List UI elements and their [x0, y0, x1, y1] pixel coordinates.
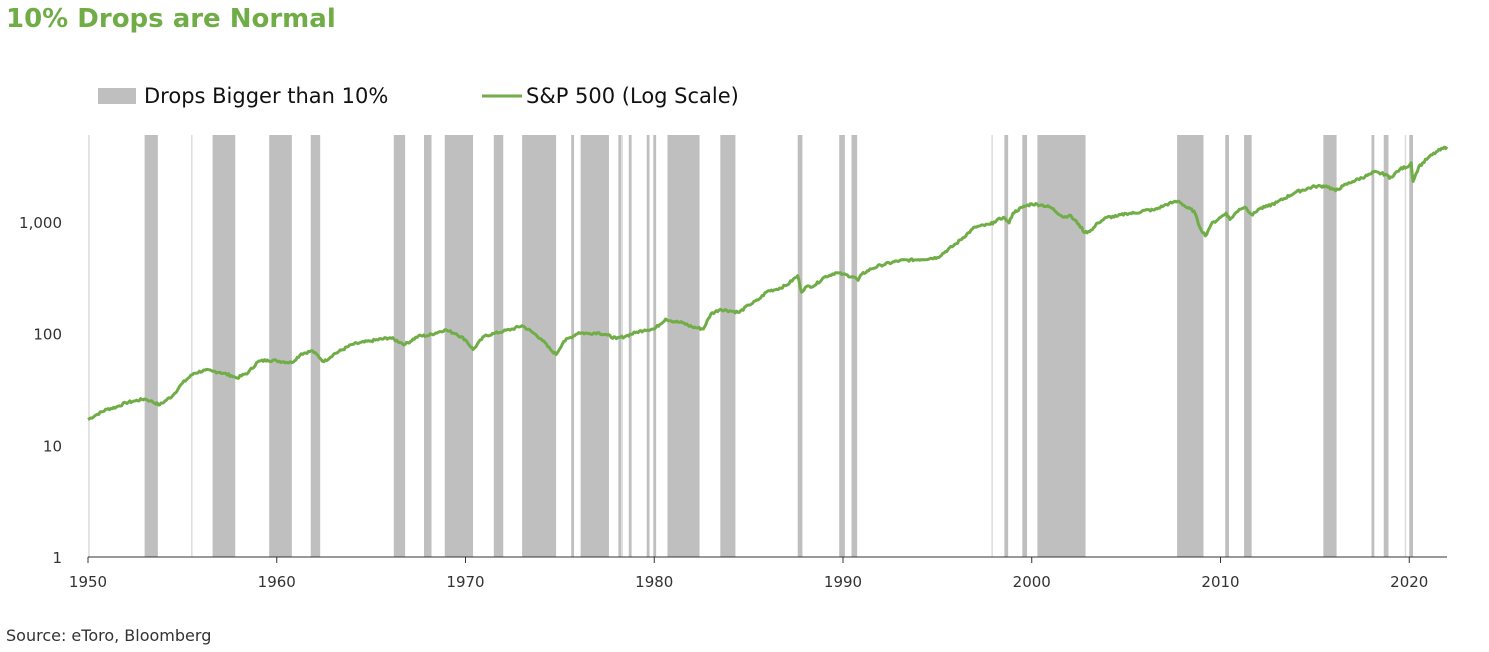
drop-band-18 — [839, 135, 845, 557]
x-tick-label-1980: 1980 — [635, 573, 673, 591]
x-tick-label-2020: 2020 — [1390, 573, 1428, 591]
drop-band-2 — [269, 135, 292, 557]
drop-band-12 — [628, 135, 632, 557]
x-axis-ticks: 1950 1960 1970 1980 1990 2000 2010 2020 — [69, 557, 1428, 591]
legend-line-label: S&P 500 (Log Scale) — [526, 84, 739, 108]
legend-band-swatch — [98, 88, 136, 104]
sp500-line — [87, 145, 1449, 421]
drop-band-13 — [646, 135, 650, 557]
drop-band-8 — [522, 135, 557, 557]
drop-band-17 — [797, 135, 803, 557]
drop-band-23 — [1177, 135, 1204, 557]
x-tick-label-1990: 1990 — [824, 573, 862, 591]
drop-band-29 — [1409, 135, 1414, 557]
chart-title: 10% Drops are Normal — [6, 4, 336, 34]
drop-band-25 — [1244, 135, 1252, 557]
y-tick-label-1: 1 — [52, 549, 62, 567]
legend: Drops Bigger than 10% S&P 500 (Log Scale… — [98, 84, 739, 108]
drop-band-1 — [212, 135, 236, 557]
x-tick-label-2000: 2000 — [1013, 573, 1051, 591]
drop-band-9 — [571, 135, 575, 557]
drop-band-26 — [1323, 135, 1337, 557]
x-tick-label-2010: 2010 — [1201, 573, 1239, 591]
drop-band-20 — [1004, 135, 1009, 557]
y-tick-label-10: 10 — [43, 437, 62, 455]
drop-band-27 — [1371, 135, 1375, 557]
y-tick-label-100: 100 — [33, 326, 62, 344]
legend-band-label: Drops Bigger than 10% — [144, 84, 388, 108]
drop-band-3 — [310, 135, 321, 557]
drop-bands — [144, 135, 1414, 557]
x-tick-label-1970: 1970 — [446, 573, 484, 591]
x-tick-label-1950: 1950 — [69, 573, 107, 591]
faint-markers — [88, 135, 1407, 557]
drop-band-24 — [1225, 135, 1229, 557]
drop-band-10 — [580, 135, 609, 557]
drop-band-7 — [493, 135, 504, 557]
faint-marker-1 — [191, 135, 193, 557]
drop-band-22 — [1037, 135, 1086, 557]
drop-band-21 — [1022, 135, 1028, 557]
y-tick-label-1000: 1,000 — [19, 214, 62, 232]
faint-marker-4 — [1404, 135, 1407, 557]
y-axis-ticks: 1 10 100 1,000 — [19, 214, 62, 567]
drop-band-4 — [393, 135, 406, 557]
drop-band-16 — [720, 135, 736, 557]
drop-band-5 — [423, 135, 432, 557]
faint-marker-2 — [621, 135, 623, 557]
drop-band-0 — [144, 135, 158, 557]
drop-band-11 — [618, 135, 622, 557]
drop-band-14 — [653, 135, 657, 557]
drop-band-15 — [667, 135, 700, 557]
x-tick-label-1960: 1960 — [258, 573, 296, 591]
source-note: Source: eToro, Bloomberg — [6, 626, 212, 645]
drop-band-19 — [851, 135, 858, 557]
drop-band-28 — [1383, 135, 1389, 557]
faint-marker-3 — [991, 135, 993, 557]
faint-marker-0 — [88, 135, 90, 557]
